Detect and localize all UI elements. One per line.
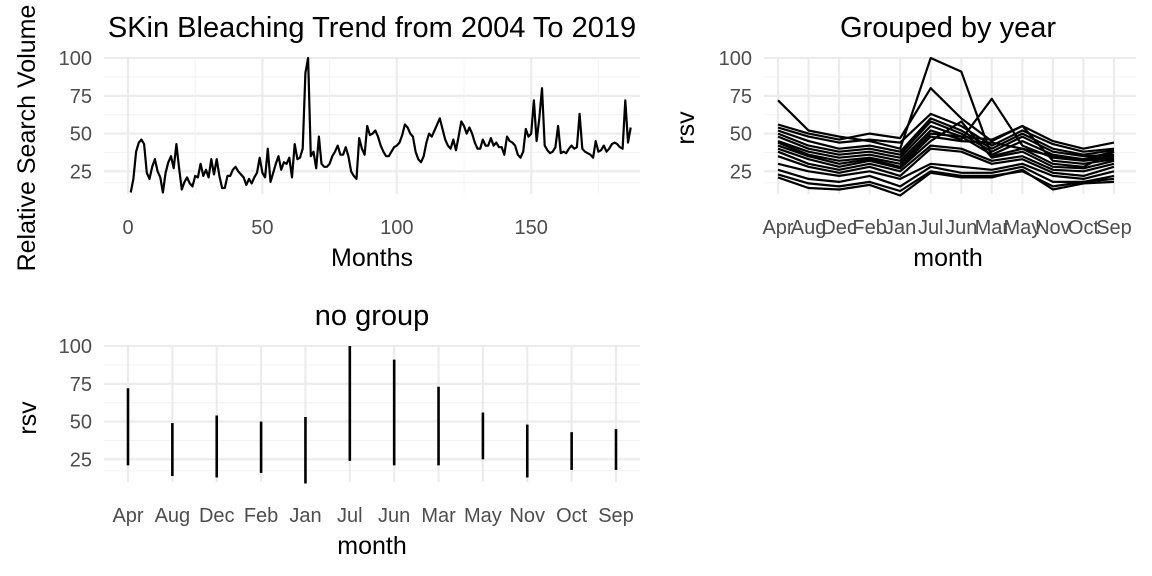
panel-no-group-y-tick-label: 25 bbox=[70, 449, 92, 471]
panel-no-group-x-axis-title: month bbox=[337, 532, 406, 560]
year-series-line-13 bbox=[777, 162, 1115, 180]
panel-no-group-x-tick-label: Feb bbox=[244, 505, 278, 527]
panel-no-group-x-tick-label: Mar bbox=[421, 505, 456, 527]
panel-trend-y-tick-label: 75 bbox=[70, 86, 92, 108]
panel-no-group-y-tick-label: 75 bbox=[70, 374, 92, 396]
panel-no-group-x-tick-label: Aug bbox=[155, 505, 191, 527]
panel-no-group: no group 25 50 75 100 Apr Aug Dec Feb Jan Jul Jun… bbox=[14, 300, 640, 560]
panel-grouped: Grouped by year 25 50 75 100 AprAugDecFebJa… bbox=[672, 12, 1136, 272]
panel-grouped-y-tick-label: 25 bbox=[730, 161, 752, 183]
panel-no-group-y-tick-label: 100 bbox=[59, 336, 92, 358]
panel-grouped-x-tick-label: Jul bbox=[918, 217, 944, 239]
panel-no-group-x-tick-label: Nov bbox=[509, 505, 545, 527]
year-series-line-5 bbox=[777, 120, 1115, 158]
year-series-line-4 bbox=[777, 117, 1115, 156]
panel-grouped-x-tick-label: May bbox=[1003, 217, 1041, 239]
year-series-line-16 bbox=[777, 168, 1115, 197]
panel-grouped-x-axis-title: month bbox=[913, 244, 982, 272]
trend-series-line bbox=[129, 56, 632, 194]
panel-no-group-x-ticks: Apr Aug Dec Feb Jan Jul Jun Mar May Nov Oct Sep bbox=[112, 505, 633, 527]
panel-trend-grid bbox=[104, 56, 640, 194]
panel-grouped-x-tick-label: Nov bbox=[1035, 217, 1071, 239]
year-series-line-12 bbox=[777, 147, 1115, 177]
panel-no-group-x-tick-label: Dec bbox=[199, 505, 235, 527]
panel-no-group-x-tick-label: Sep bbox=[598, 505, 634, 527]
year-series-line-8 bbox=[777, 124, 1115, 165]
panel-no-group-y-tick-label: 50 bbox=[70, 412, 92, 434]
panel-trend-marks bbox=[129, 56, 632, 194]
panel-grouped-y-ticks: 25 50 75 100 bbox=[719, 48, 752, 183]
panel-grouped-x-tick-label: Sep bbox=[1096, 217, 1132, 239]
panel-trend-title: SKin Bleaching Trend from 2004 To 2019 bbox=[108, 12, 636, 44]
year-series-line-3 bbox=[777, 112, 1115, 153]
panel-trend-x-tick-label: 100 bbox=[380, 217, 413, 239]
panel-no-group-x-tick-label: Jan bbox=[289, 505, 321, 527]
panel-grouped-x-tick-label: Aug bbox=[791, 217, 827, 239]
panel-no-group-marks bbox=[126, 346, 618, 484]
panel-grouped-x-tick-label: Oct bbox=[1068, 217, 1100, 239]
panel-trend-x-tick-label: 150 bbox=[515, 217, 548, 239]
panel-grouped-y-tick-label: 50 bbox=[730, 124, 752, 146]
panel-no-group-x-tick-label: Jun bbox=[378, 505, 410, 527]
panel-no-group-x-tick-label: Jul bbox=[337, 505, 363, 527]
panel-trend-y-axis-title: Relative Search Volume bbox=[13, 5, 41, 272]
panel-trend-x-tick-label: 50 bbox=[251, 217, 273, 239]
panel-grouped-y-tick-label: 75 bbox=[730, 86, 752, 108]
panel-grouped-marks bbox=[777, 56, 1115, 197]
panel-grouped-x-tick-label: Jan bbox=[884, 217, 916, 239]
panel-grouped-x-tick-label: Apr bbox=[762, 217, 793, 239]
year-series-line-2 bbox=[777, 87, 1115, 150]
panel-trend-x-ticks: 0 50 100 150 bbox=[122, 217, 547, 239]
year-series-line-1 bbox=[777, 56, 1115, 161]
panel-grouped-y-axis-title: rsv bbox=[672, 111, 700, 145]
panel-grouped-x-tick-label: Jun bbox=[945, 217, 977, 239]
panel-no-group-grid bbox=[104, 344, 640, 482]
year-series-line-14 bbox=[777, 165, 1115, 188]
panel-grouped-x-tick-label: Dec bbox=[821, 217, 857, 239]
panel-trend-x-axis-title: Months bbox=[331, 244, 413, 272]
panel-no-group-x-tick-label: Oct bbox=[556, 505, 588, 527]
year-series-line-9 bbox=[777, 135, 1115, 168]
panel-trend-y-tick-label: 100 bbox=[59, 48, 92, 70]
panel-no-group-x-tick-label: Apr bbox=[112, 505, 143, 527]
panel-no-group-title: no group bbox=[315, 300, 430, 332]
panel-grouped-x-tick-label: Mar bbox=[975, 217, 1010, 239]
year-series-line-10 bbox=[777, 120, 1115, 170]
year-series-line-15 bbox=[777, 170, 1115, 193]
panel-trend-y-tick-label: 50 bbox=[70, 124, 92, 146]
panel-trend-x-tick-label: 0 bbox=[122, 217, 133, 239]
panel-no-group-y-ticks: 25 50 75 100 bbox=[59, 336, 92, 471]
panel-grouped-title: Grouped by year bbox=[840, 12, 1056, 44]
panel-grouped-x-tick-label: Feb bbox=[852, 217, 886, 239]
panel-trend: SKin Bleaching Trend from 2004 To 2019 2… bbox=[13, 5, 640, 272]
panel-no-group-x-tick-label: May bbox=[464, 505, 502, 527]
panel-grouped-y-tick-label: 100 bbox=[719, 48, 752, 70]
year-series-line-11 bbox=[777, 144, 1115, 173]
panel-no-group-y-axis-title: rsv bbox=[14, 401, 42, 435]
panel-trend-y-tick-label: 25 bbox=[70, 161, 92, 183]
panel-trend-y-ticks: 25 50 75 100 bbox=[59, 48, 92, 183]
